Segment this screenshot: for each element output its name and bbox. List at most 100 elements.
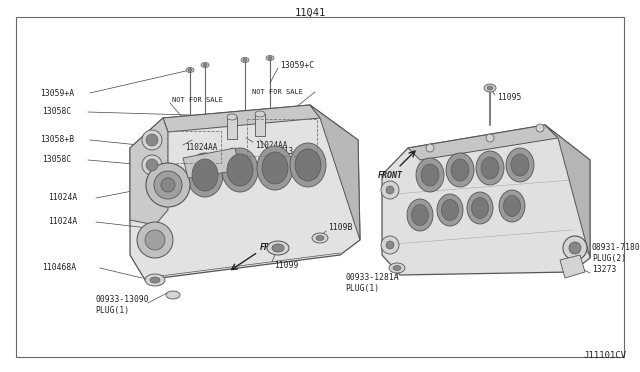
Ellipse shape — [150, 277, 160, 283]
Ellipse shape — [262, 152, 288, 184]
Ellipse shape — [481, 157, 499, 179]
Text: 11041: 11041 — [294, 8, 326, 18]
Ellipse shape — [187, 153, 223, 197]
Circle shape — [145, 230, 165, 250]
Ellipse shape — [188, 68, 192, 71]
Polygon shape — [408, 125, 558, 160]
Bar — [255, 114, 265, 136]
Ellipse shape — [267, 241, 289, 255]
Circle shape — [146, 159, 158, 171]
Ellipse shape — [145, 274, 165, 286]
Ellipse shape — [467, 192, 493, 224]
Ellipse shape — [506, 148, 534, 182]
Polygon shape — [545, 125, 590, 258]
Ellipse shape — [203, 64, 207, 67]
Text: 00933-1281A: 00933-1281A — [345, 273, 399, 282]
Text: 110468A: 110468A — [42, 263, 76, 273]
Text: 13058C: 13058C — [42, 155, 71, 164]
Ellipse shape — [290, 143, 326, 187]
Text: PLUG(2): PLUG(2) — [592, 254, 626, 263]
Ellipse shape — [316, 235, 324, 241]
Text: FRONT: FRONT — [378, 171, 403, 180]
Circle shape — [154, 171, 182, 199]
Ellipse shape — [412, 205, 429, 225]
Polygon shape — [163, 105, 320, 132]
Circle shape — [536, 124, 544, 132]
Ellipse shape — [421, 164, 439, 186]
Ellipse shape — [201, 62, 209, 67]
Text: 00933-13090: 00933-13090 — [95, 295, 148, 305]
Ellipse shape — [442, 199, 458, 221]
Ellipse shape — [407, 199, 433, 231]
Text: 13273: 13273 — [592, 266, 616, 275]
Circle shape — [563, 236, 587, 260]
Circle shape — [142, 155, 162, 175]
Text: 13212: 13212 — [215, 157, 238, 167]
Ellipse shape — [268, 57, 272, 60]
Ellipse shape — [504, 196, 520, 217]
Ellipse shape — [222, 148, 258, 192]
Text: 13059+A: 13059+A — [40, 89, 74, 97]
Ellipse shape — [257, 146, 293, 190]
Ellipse shape — [451, 159, 469, 181]
Polygon shape — [382, 125, 590, 275]
Polygon shape — [130, 118, 168, 225]
Ellipse shape — [192, 159, 218, 191]
Text: 11024A: 11024A — [48, 218, 77, 227]
Ellipse shape — [476, 151, 504, 185]
Circle shape — [161, 178, 175, 192]
Circle shape — [146, 163, 190, 207]
Ellipse shape — [389, 263, 405, 273]
Text: 11095: 11095 — [497, 93, 522, 103]
Text: 13213: 13213 — [270, 148, 293, 157]
Text: PLUG(1): PLUG(1) — [345, 285, 379, 294]
Ellipse shape — [393, 266, 401, 270]
Circle shape — [386, 186, 394, 194]
Text: 11099: 11099 — [274, 260, 298, 269]
Ellipse shape — [166, 291, 180, 299]
Bar — [227, 117, 237, 139]
Ellipse shape — [487, 86, 493, 90]
Ellipse shape — [295, 149, 321, 181]
Ellipse shape — [416, 158, 444, 192]
Ellipse shape — [437, 194, 463, 226]
Ellipse shape — [241, 58, 249, 62]
Text: PLUG(1): PLUG(1) — [95, 307, 129, 315]
Text: FRONT: FRONT — [260, 243, 285, 251]
Ellipse shape — [484, 84, 496, 92]
Text: 13059+C: 13059+C — [280, 61, 314, 70]
Polygon shape — [130, 105, 360, 280]
Circle shape — [486, 134, 494, 142]
Ellipse shape — [266, 55, 274, 61]
Polygon shape — [310, 105, 360, 240]
Ellipse shape — [186, 67, 194, 73]
Ellipse shape — [472, 198, 488, 218]
Ellipse shape — [227, 154, 253, 186]
Polygon shape — [183, 148, 240, 178]
Text: NOT FOR SALE: NOT FOR SALE — [172, 97, 223, 103]
Circle shape — [142, 130, 162, 150]
Text: 13058+B: 13058+B — [40, 135, 74, 144]
Ellipse shape — [255, 111, 265, 117]
Text: 08931-71800: 08931-71800 — [592, 244, 640, 253]
Ellipse shape — [243, 58, 247, 61]
Text: 13058C: 13058C — [42, 108, 71, 116]
Text: NOT FOR SALE: NOT FOR SALE — [252, 89, 303, 95]
Ellipse shape — [511, 154, 529, 176]
Ellipse shape — [272, 244, 284, 252]
Text: 11024AA: 11024AA — [255, 141, 287, 150]
Ellipse shape — [499, 190, 525, 222]
Circle shape — [381, 181, 399, 199]
Circle shape — [569, 242, 581, 254]
Circle shape — [386, 241, 394, 249]
Text: 11024AA: 11024AA — [185, 144, 218, 153]
Polygon shape — [560, 255, 585, 278]
Text: 11024A: 11024A — [48, 193, 77, 202]
Ellipse shape — [227, 114, 237, 120]
Ellipse shape — [446, 153, 474, 187]
Circle shape — [426, 144, 434, 152]
Text: J11101CV: J11101CV — [583, 351, 626, 360]
Ellipse shape — [312, 233, 328, 243]
Circle shape — [381, 236, 399, 254]
Circle shape — [146, 134, 158, 146]
